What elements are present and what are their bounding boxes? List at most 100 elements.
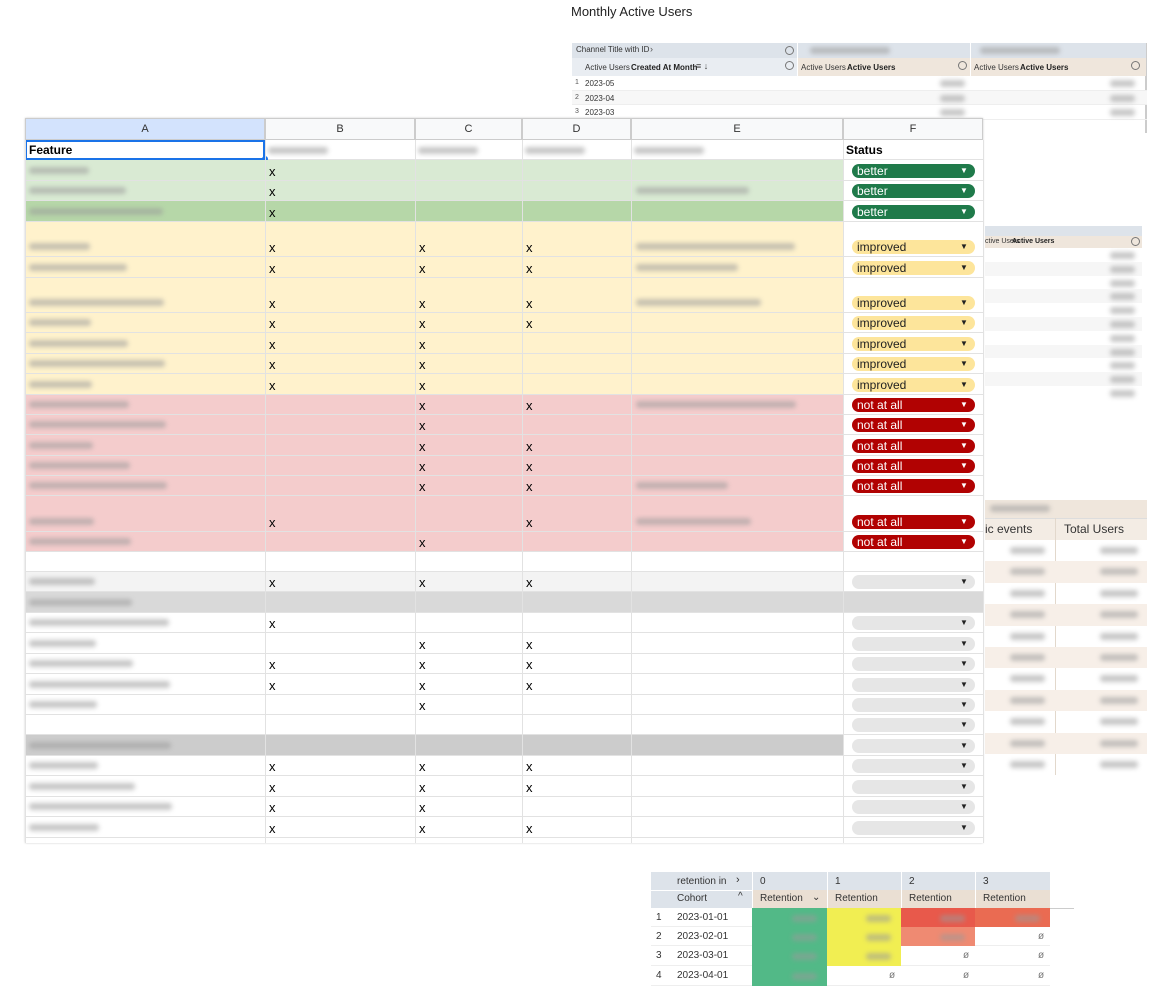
dropdown-arrow[interactable]: ▼ [960, 441, 968, 450]
check-mark: x [419, 261, 426, 276]
dropdown-arrow[interactable]: ▼ [960, 359, 968, 368]
dropdown-arrow[interactable]: ▼ [960, 577, 968, 586]
check-mark: x [419, 637, 426, 652]
status-text: improved [857, 240, 907, 254]
cohort: 2023-02-01 [677, 931, 729, 942]
retention-value: ø [1038, 950, 1045, 961]
status-text: not at all [857, 459, 903, 473]
status-chip[interactable] [852, 316, 975, 330]
row-index: 3 [575, 108, 579, 115]
status-chip[interactable] [852, 205, 975, 219]
dropdown-arrow[interactable]: ▼ [960, 720, 968, 729]
status-chip[interactable] [852, 718, 975, 732]
dropdown-arrow[interactable]: ▼ [960, 461, 968, 470]
blurred-text [1110, 376, 1135, 384]
dropdown-arrow[interactable]: ▼ [960, 298, 968, 307]
dropdown-arrow[interactable]: ▼ [960, 782, 968, 791]
dropdown-arrow[interactable]: ▼ [960, 761, 968, 770]
settings-icon[interactable] [1131, 237, 1140, 246]
settings-icon[interactable] [958, 61, 967, 70]
status-chip[interactable] [852, 164, 975, 178]
row [25, 160, 843, 181]
status-chip[interactable] [852, 439, 975, 453]
dropdown-arrow[interactable]: ▼ [960, 166, 968, 175]
dropdown-arrow[interactable]: ▼ [960, 823, 968, 832]
pivot-dimension[interactable]: Channel Title with ID [576, 45, 650, 54]
status-chip[interactable] [852, 184, 975, 198]
sort-icon[interactable]: ≡ ↓ [696, 61, 709, 71]
selected-cell[interactable] [25, 140, 265, 160]
status-chip[interactable] [852, 739, 975, 753]
check-mark: x [419, 575, 426, 590]
status-chip[interactable] [852, 800, 975, 814]
sort-icon[interactable]: ⌄ [812, 892, 821, 903]
status-chip[interactable] [852, 678, 975, 692]
status-chip[interactable] [852, 821, 975, 835]
retention-header [651, 872, 1050, 890]
status-chip[interactable] [852, 418, 975, 432]
dropdown-arrow[interactable]: ▼ [960, 420, 968, 429]
dropdown-arrow[interactable]: ▼ [960, 517, 968, 526]
dropdown-arrow[interactable]: ▼ [960, 481, 968, 490]
dropdown-arrow[interactable]: ▼ [960, 741, 968, 750]
dropdown-arrow[interactable]: ▼ [960, 659, 968, 668]
sort-icon[interactable]: ^ [738, 891, 743, 902]
dropdown-arrow[interactable]: ▼ [960, 802, 968, 811]
status-chip[interactable] [852, 479, 975, 493]
dropdown-arrow[interactable]: ▼ [960, 400, 968, 409]
dropdown-arrow[interactable]: ▼ [960, 207, 968, 216]
dropdown-arrow[interactable]: ▼ [960, 700, 968, 709]
status-chip[interactable] [852, 637, 975, 651]
status-chip[interactable] [852, 698, 975, 712]
status-chip[interactable] [852, 378, 975, 392]
status-chip[interactable] [852, 459, 975, 473]
measure-label: Retention [835, 893, 878, 904]
status-chip[interactable] [852, 398, 975, 412]
status-chip[interactable] [852, 657, 975, 671]
chevron[interactable]: › [736, 874, 740, 886]
dropdown-arrow[interactable]: ▼ [960, 380, 968, 389]
blurred-text [1010, 611, 1045, 619]
settings-icon[interactable] [1131, 61, 1140, 70]
status-chip[interactable] [852, 780, 975, 794]
row-line [25, 531, 983, 532]
column-header[interactable]: D [522, 118, 631, 140]
column-line [631, 140, 632, 843]
blurred-text [1100, 568, 1138, 576]
blurred-text [29, 762, 98, 769]
row-line [25, 312, 983, 313]
settings-icon[interactable] [785, 61, 794, 70]
column-header[interactable]: B [265, 118, 415, 140]
dropdown-arrow[interactable]: ▼ [960, 339, 968, 348]
status-chip[interactable] [852, 240, 975, 254]
status-chip[interactable] [852, 515, 975, 529]
status-chip[interactable] [852, 357, 975, 371]
dropdown-arrow[interactable]: ▼ [960, 537, 968, 546]
column-header[interactable]: E [631, 118, 843, 140]
period-header [827, 872, 901, 890]
status-chip[interactable] [852, 575, 975, 589]
column-header[interactable]: A [25, 118, 265, 140]
column-header[interactable]: C [415, 118, 522, 140]
dropdown-arrow[interactable]: ▼ [960, 618, 968, 627]
dropdown-arrow[interactable]: ▼ [960, 639, 968, 648]
check-mark: x [526, 261, 533, 276]
status-chip[interactable] [852, 616, 975, 630]
status-chip[interactable] [852, 759, 975, 773]
column-header[interactable]: F [843, 118, 983, 140]
dropdown-arrow[interactable]: ▼ [960, 318, 968, 327]
dropdown-arrow[interactable]: ▼ [960, 263, 968, 272]
period-header [975, 872, 1050, 890]
blurred-text [29, 421, 166, 428]
dropdown-arrow[interactable]: ▼ [960, 680, 968, 689]
status-chip[interactable] [852, 261, 975, 275]
status-chip[interactable] [852, 337, 975, 351]
row [25, 654, 843, 674]
status-chip[interactable] [852, 535, 975, 549]
status-chip[interactable] [852, 296, 975, 310]
dropdown-arrow[interactable]: ▼ [960, 242, 968, 251]
dropdown-arrow[interactable]: ▼ [960, 186, 968, 195]
retention-cell [975, 908, 1050, 927]
side-subheader [985, 236, 1142, 248]
settings-icon[interactable] [785, 46, 794, 55]
